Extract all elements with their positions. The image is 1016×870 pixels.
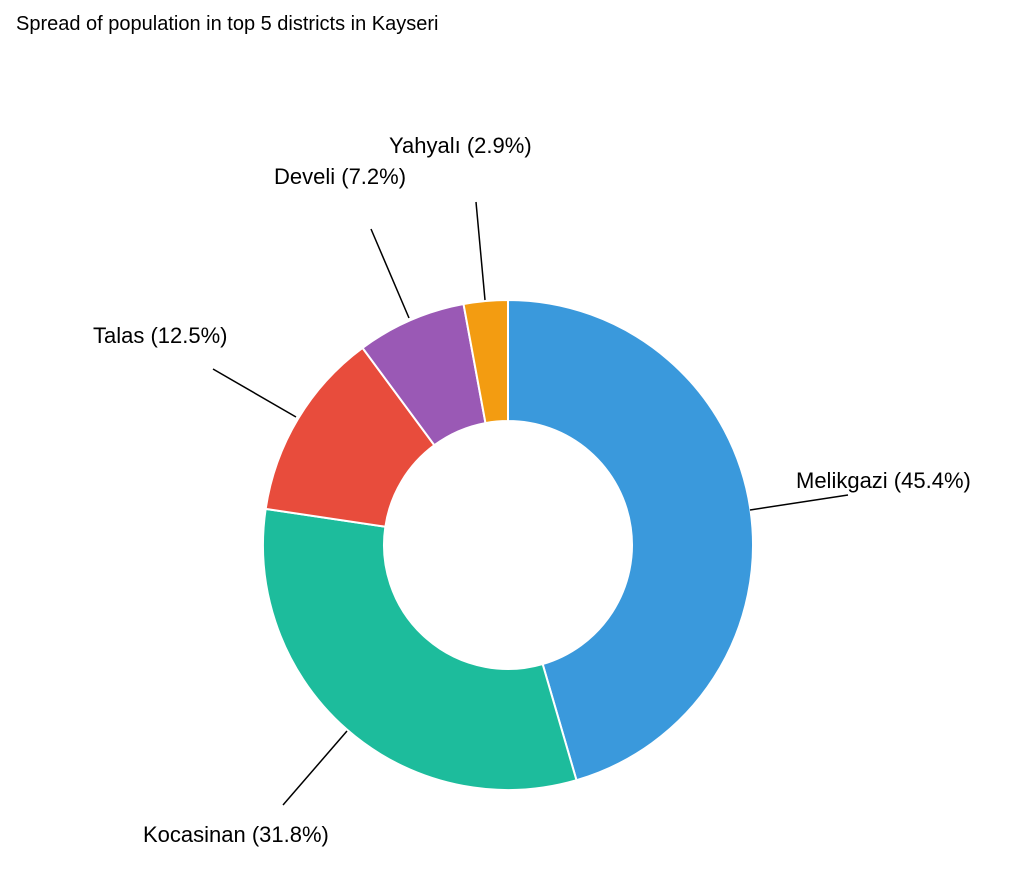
slice-label-yahyal-: Yahyalı (2.9%)	[389, 133, 532, 158]
leader-line-talas	[212, 368, 297, 418]
slice-label-talas: Talas (12.5%)	[93, 323, 228, 348]
slice-yahyal-	[462, 298, 509, 425]
chart-title: Spread of population in top 5 districts …	[16, 13, 439, 35]
slice-label-melikgazi: Melikgazi (45.4%)	[796, 468, 971, 493]
leader-line-yahyal-	[475, 201, 486, 301]
slice-label-kocasinan: Kocasinan (31.8%)	[143, 822, 329, 847]
slice-melikgazi	[507, 298, 754, 782]
leader-line-kocasinan	[282, 730, 348, 806]
leader-line-melikgazi	[749, 494, 849, 511]
slice-kocasinan	[262, 507, 578, 791]
leader-line-develi	[370, 228, 410, 319]
slice-label-develi: Develi (7.2%)	[274, 164, 406, 189]
